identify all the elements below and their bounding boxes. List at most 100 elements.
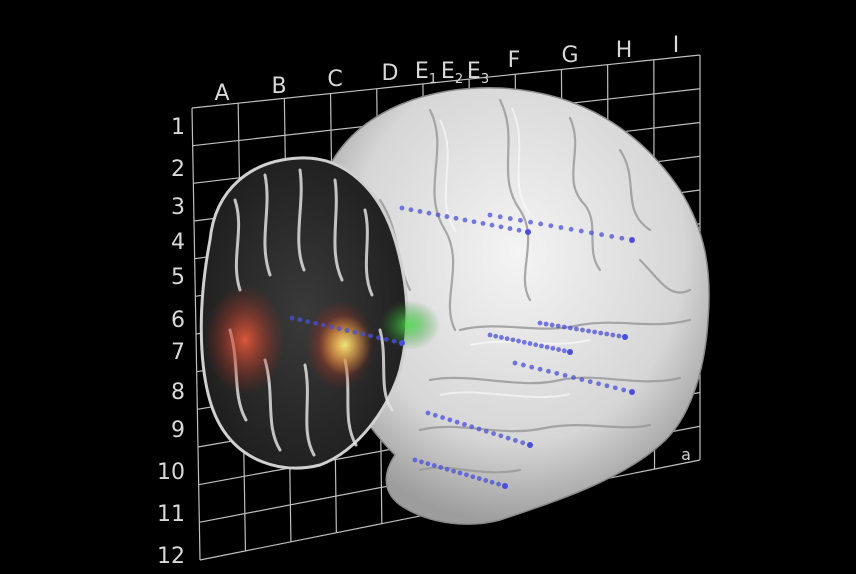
electrode-dot [476,476,482,481]
electrode-dot [391,338,397,344]
electrode-dot [596,381,601,387]
coronal-slice [199,156,440,470]
electrode-dot [561,324,567,330]
electrode-dot [629,237,635,243]
electrode-dot [520,362,526,368]
electrode-dot [554,370,560,376]
grid-row-label: 8 [171,380,185,405]
grid-row-label: 12 [157,544,185,569]
electrode-dot [598,330,604,336]
electrode-dot [289,315,295,321]
electrode-dot [592,329,598,335]
electrode-dot [507,216,513,221]
electrode-dot [548,223,554,229]
grid-column-label: H [616,38,633,63]
electrode-dot [543,321,549,327]
electrode-dot [622,334,628,340]
electrode-dot [453,215,459,221]
electrode-dot [555,323,561,329]
electrode-dot [578,228,584,234]
electrode-dot [471,219,477,225]
electrode-dot [483,428,489,434]
electrode-dot [457,470,463,476]
electrode-dot [539,343,544,349]
electrode-dot [529,364,535,370]
electrode-dot [571,375,576,380]
electrode-dot [417,209,423,214]
grid-row-label: 7 [171,340,185,365]
electrode-dot [550,345,556,351]
electrode-dot [497,214,503,220]
electrode-dot [525,229,531,235]
electrode-dot [419,459,424,465]
electrode-dot [447,417,453,423]
electrode-dot [487,332,493,338]
electrode-dot [609,234,615,239]
grid-column-label: E2 [441,59,463,87]
electrode-dot [489,479,495,485]
grid-row-label: 10 [157,460,185,485]
electrode-dot [470,474,476,480]
electrode-dot [462,422,467,427]
grid-column-label: F [508,48,521,73]
electrode-dot [425,410,431,416]
electrode-dot [616,333,622,339]
electrode-dot [383,337,389,342]
grid-row-label: 9 [171,418,185,443]
electrode-dot [352,329,358,335]
electrode-dot [297,317,303,323]
electrode-dot [520,440,526,446]
electrode-dot [549,322,555,328]
electrode-dot [510,337,516,343]
electrode-dot [464,472,469,478]
grid-row-label: 6 [171,308,185,333]
electrode-dot [621,387,627,393]
electrode-dot [512,360,518,366]
electrode-dot [504,336,510,342]
electrode-dot [412,457,418,463]
electrode-dot [399,205,405,211]
electrode-dot [431,463,437,468]
electrode-dot [533,342,539,348]
grid-column-label: D [382,61,399,86]
electrode-dot [513,438,518,443]
electrode-dot [556,347,561,352]
electrode-dot [440,415,445,420]
grid-column-label: B [271,74,286,99]
electrode-dot [476,426,482,432]
electrode-dot [505,435,511,441]
electrode-dot [562,373,568,378]
electrode-dot [496,481,501,487]
electrode-dot [537,366,543,372]
electrode-dot [305,319,311,324]
electrode-dot [487,212,493,218]
electrode-dot [454,419,460,425]
electrode-dot [432,412,438,418]
electrode-dot [587,379,593,385]
electrode-dot [527,341,533,346]
electrode-dot [444,214,450,219]
electrode-dot [579,377,585,382]
electrode-dot [527,442,533,448]
electrode-dot [480,221,486,226]
grid-horizontal-line [191,54,701,109]
electrode-dot [580,327,585,333]
electrode-dot [546,368,551,374]
electrode-dot [493,333,499,339]
electrode-dot [360,331,366,337]
electrode-dot [516,338,521,344]
electrode-dot [544,344,550,350]
electrode-dot [498,224,504,230]
electrode-dot [502,483,508,489]
electrode-dot [586,328,591,334]
electrode-dot [619,235,625,241]
electrode-dot [537,320,543,326]
electrode-dot [567,325,573,331]
corner-label: a [681,445,691,464]
electrode-dot [336,326,342,332]
electrode-dot [444,466,450,472]
grid-column-label: C [327,67,342,92]
electrode-dot [568,226,574,232]
electrode-dot [491,431,496,436]
